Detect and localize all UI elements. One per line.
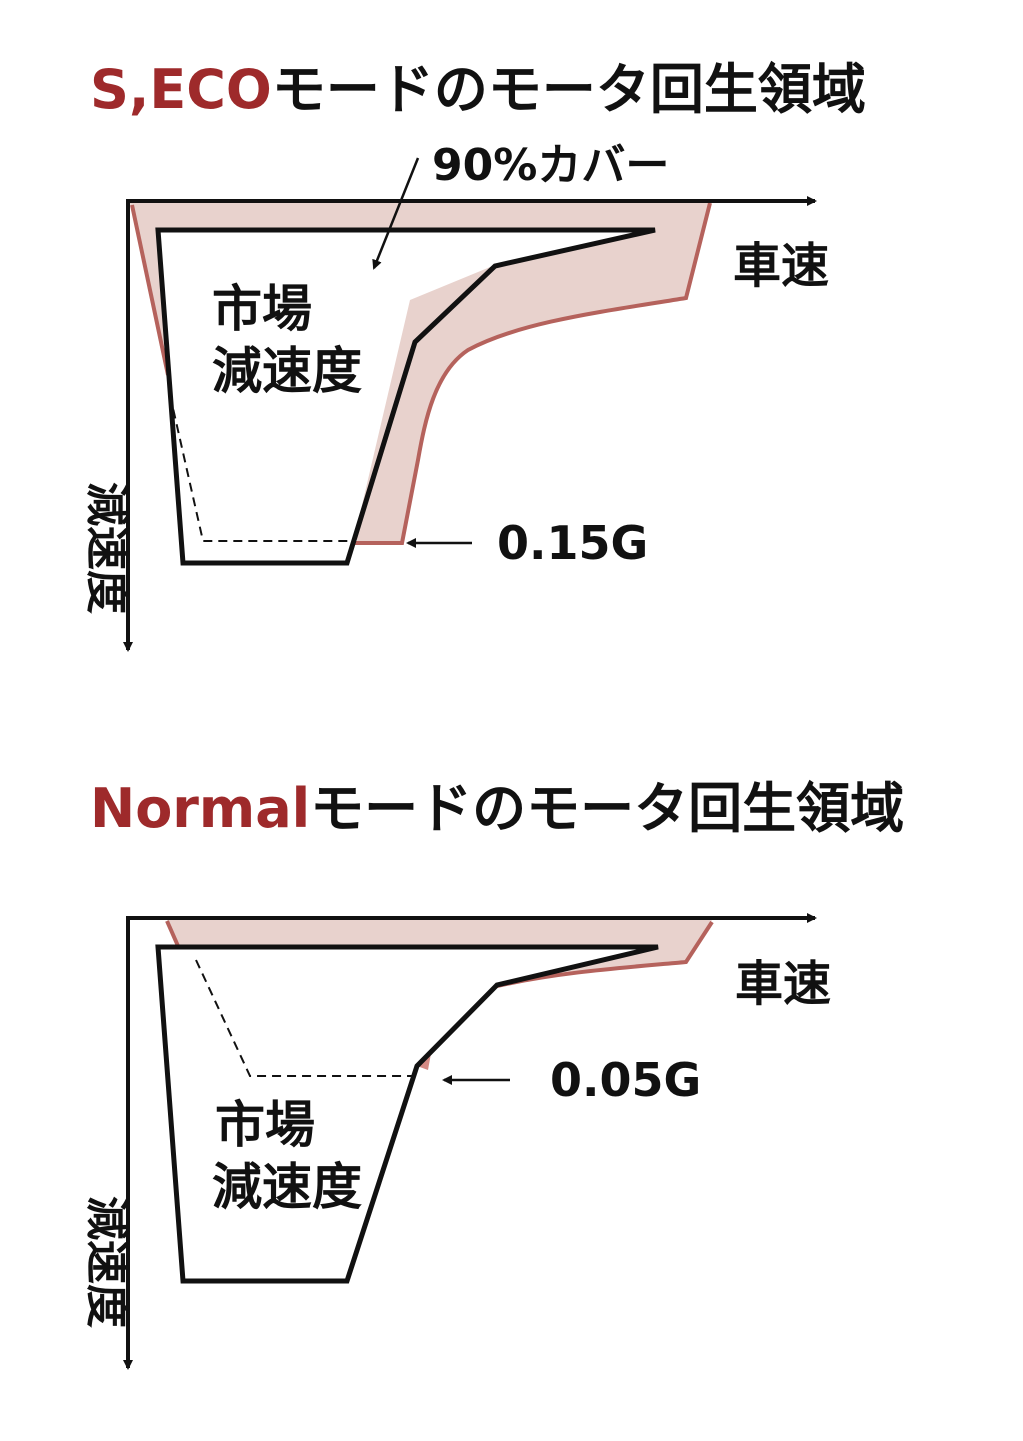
motor-limit-dashed [169,394,355,542]
regen-region-left-edge [165,920,180,947]
market-deceleration-shape [155,944,659,1284]
coverage-pointer [372,157,420,270]
market-label-line2: 減速度 [212,1158,362,1216]
regen-region-left-edge [130,204,170,376]
threshold-label: 0.05G [550,1053,701,1107]
title-accent: S,ECO [90,58,272,121]
regen-region [130,203,710,543]
y-axis-label: 減速度 [81,482,132,614]
threshold-label: 0.15G [497,516,648,570]
market-label-line2: 減速度 [212,342,362,400]
market-deceleration-shape [155,227,656,566]
diagram-seco: S,ECOモードのモータ回生領域 90%カバー 車速 市場 減速度 減速度 0.… [81,58,866,652]
diagram-normal: Normalモードのモータ回生領域 車速 0.05G 市場 減速度 減速度 [81,777,904,1370]
y-axis-label: 減速度 [81,1196,132,1328]
diagram-title: S,ECOモードのモータ回生領域 [90,58,866,121]
x-axis-label: 車速 [735,956,831,1012]
regen-region-outline [355,202,712,545]
market-label-line1: 市場 [215,1096,315,1154]
motor-limit-dashed [195,959,413,1077]
regen-region [167,920,712,1066]
x-axis-label: 車速 [733,238,829,294]
market-label-line1: 市場 [212,280,312,338]
title-rest: モードのモータ回生領域 [272,58,866,121]
coverage-label: 90%カバー [432,140,669,191]
title-rest: モードのモータ回生領域 [310,777,904,840]
diagram-title: Normalモードのモータ回生領域 [90,777,904,840]
title-accent: Normal [90,777,310,840]
